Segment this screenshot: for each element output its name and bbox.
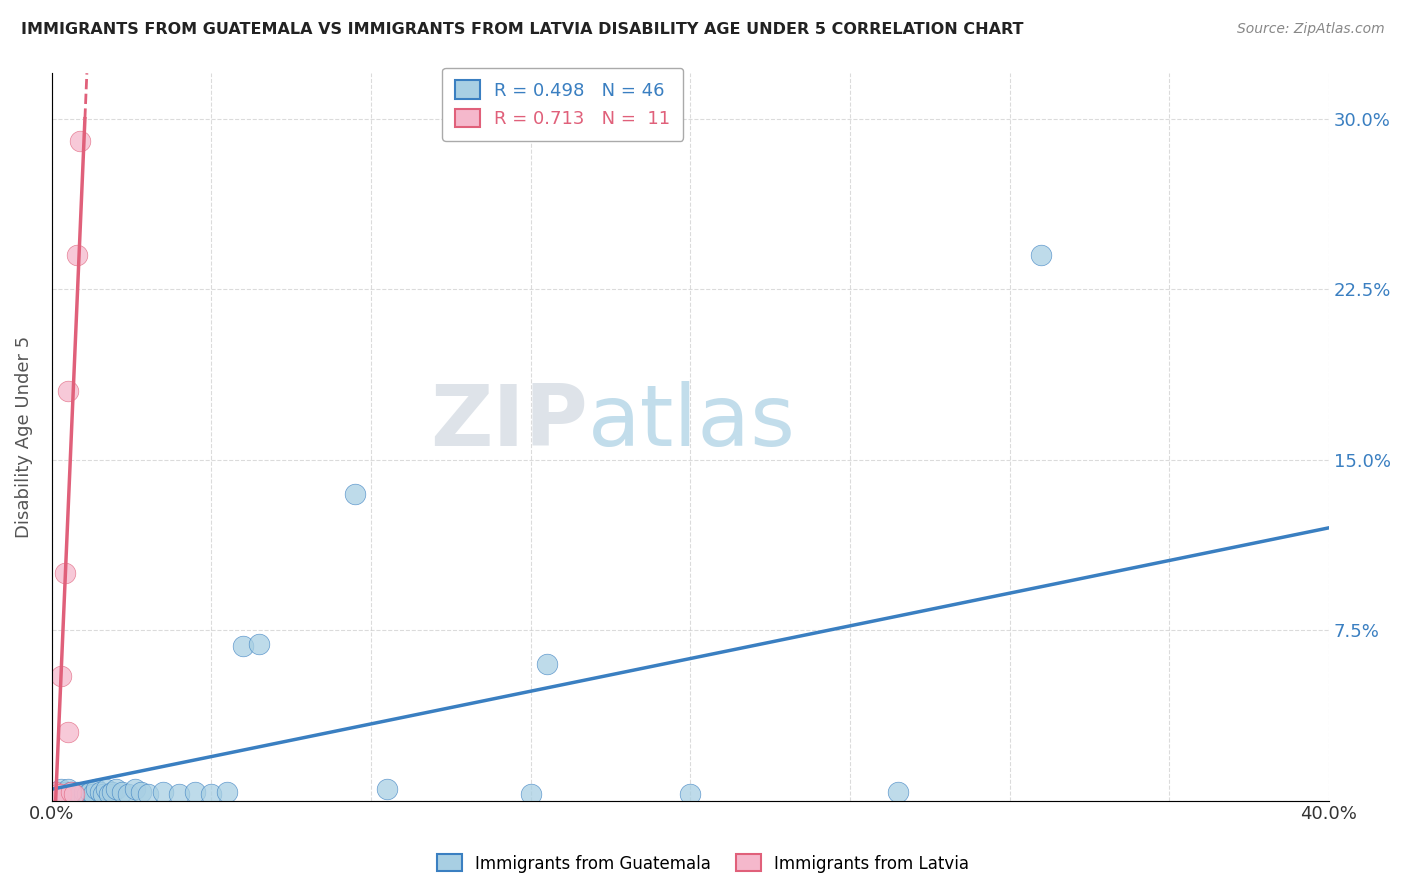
Point	[69, 135, 91, 149]
Point	[46, 787, 69, 801]
Point	[344, 487, 367, 501]
Text: Source: ZipAtlas.com: Source: ZipAtlas.com	[1237, 22, 1385, 37]
Point	[217, 784, 239, 798]
Point	[51, 668, 73, 682]
Point	[51, 787, 73, 801]
Point	[136, 787, 159, 801]
Point	[66, 789, 89, 803]
Point	[56, 384, 79, 399]
Y-axis label: Disability Age Under 5: Disability Age Under 5	[15, 335, 32, 538]
Point	[56, 782, 79, 797]
Point	[59, 784, 82, 798]
Point	[63, 787, 86, 801]
Point	[152, 784, 174, 798]
Point	[66, 784, 89, 798]
Point	[79, 784, 101, 798]
Text: atlas: atlas	[588, 381, 796, 464]
Point	[63, 787, 86, 801]
Point	[117, 787, 139, 801]
Point	[59, 784, 82, 798]
Point	[59, 789, 82, 803]
Point	[89, 784, 111, 798]
Point	[51, 782, 73, 797]
Point	[82, 787, 104, 801]
Point	[91, 787, 114, 801]
Point	[46, 789, 69, 803]
Point	[887, 784, 910, 798]
Point	[679, 787, 702, 801]
Text: IMMIGRANTS FROM GUATEMALA VS IMMIGRANTS FROM LATVIA DISABILITY AGE UNDER 5 CORRE: IMMIGRANTS FROM GUATEMALA VS IMMIGRANTS …	[21, 22, 1024, 37]
Legend: R = 0.498   N = 46, R = 0.713   N =  11: R = 0.498 N = 46, R = 0.713 N = 11	[441, 68, 683, 141]
Point	[46, 784, 69, 798]
Point	[375, 782, 398, 797]
Point	[98, 787, 121, 801]
Point	[184, 784, 207, 798]
Point	[44, 784, 66, 798]
Point	[247, 637, 270, 651]
Point	[56, 787, 79, 801]
Point	[104, 782, 127, 797]
Point	[1031, 248, 1053, 262]
Point	[69, 787, 91, 801]
Point	[51, 787, 73, 801]
Point	[519, 787, 541, 801]
Point	[101, 784, 124, 798]
Point	[94, 782, 117, 797]
Point	[53, 784, 76, 798]
Text: ZIP: ZIP	[430, 381, 588, 464]
Legend: Immigrants from Guatemala, Immigrants from Latvia: Immigrants from Guatemala, Immigrants fr…	[430, 847, 976, 880]
Point	[129, 784, 152, 798]
Point	[232, 639, 254, 653]
Point	[53, 789, 76, 803]
Point	[124, 782, 146, 797]
Point	[73, 784, 96, 798]
Point	[56, 725, 79, 739]
Point	[73, 789, 96, 803]
Point	[169, 787, 191, 801]
Point	[86, 782, 108, 797]
Point	[76, 787, 98, 801]
Point	[536, 657, 558, 672]
Point	[53, 566, 76, 581]
Point	[66, 248, 89, 262]
Point	[111, 784, 134, 798]
Point	[200, 787, 222, 801]
Point	[44, 787, 66, 801]
